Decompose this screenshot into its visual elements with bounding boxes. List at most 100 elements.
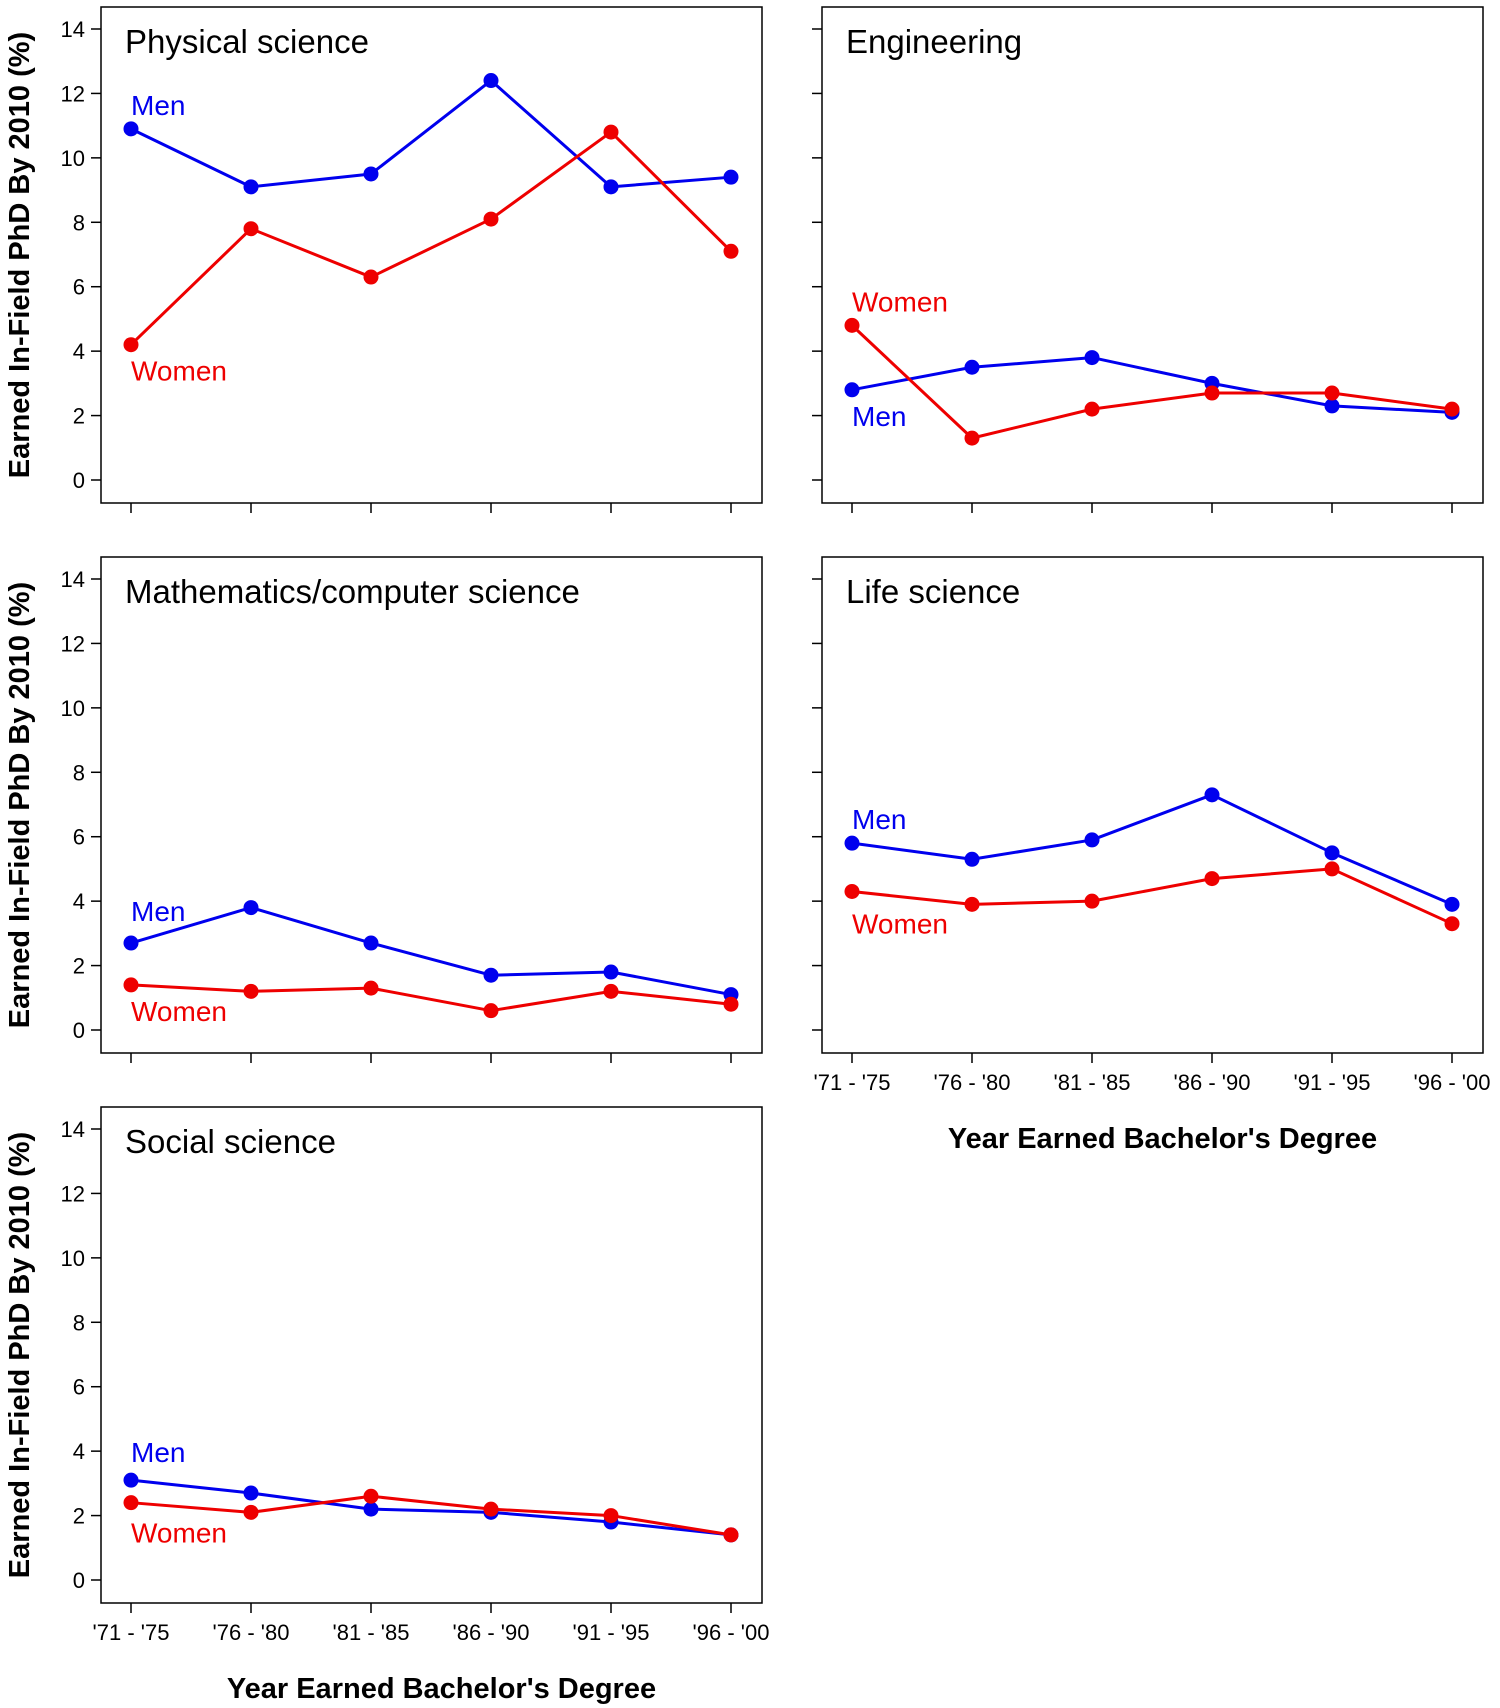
y-axis-title: Earned In-Field PhD By 2010 (%) <box>4 582 36 1028</box>
data-point-men <box>603 964 619 980</box>
plot-frame <box>100 556 763 1054</box>
series-label-women: Women <box>852 908 948 939</box>
data-point-women <box>483 211 499 227</box>
y-axis-title: Earned In-Field PhD By 2010 (%) <box>4 32 36 478</box>
data-point-women <box>723 243 739 259</box>
plot-frame <box>100 6 763 504</box>
data-point-women <box>1324 385 1340 401</box>
data-point-women <box>1204 385 1220 401</box>
y-tick-label: 12 <box>61 631 85 656</box>
y-tick-label: 14 <box>61 1117 85 1142</box>
data-point-women <box>603 124 619 140</box>
series-women: Women <box>123 977 739 1027</box>
series-label-men: Men <box>131 1437 185 1468</box>
data-point-women <box>844 317 860 333</box>
plot-frame <box>821 6 1484 504</box>
series-line-women <box>850 324 1453 440</box>
data-point-men <box>1084 832 1100 848</box>
data-point-men <box>603 179 619 195</box>
series-label-men: Men <box>852 401 906 432</box>
data-point-women <box>723 996 739 1012</box>
series-women: Women <box>123 124 739 387</box>
series-line-men <box>130 1478 732 1537</box>
data-point-men <box>123 1472 139 1488</box>
data-point-men <box>844 382 860 398</box>
data-point-women <box>964 430 980 446</box>
data-point-women <box>363 980 379 996</box>
plot-frame <box>100 1106 763 1604</box>
y-tick-label: 14 <box>61 567 85 592</box>
series-men: Men <box>123 896 739 1003</box>
data-point-men <box>483 73 499 89</box>
y-tick-label: 6 <box>73 275 85 300</box>
panel-title: Physical science <box>125 23 369 60</box>
panel-life-science: '71 - '75 '76 - '80 '81 - '85 '86 - '90 '91 … <box>812 556 1491 1155</box>
y-tick-label: 4 <box>73 889 85 914</box>
data-point-men <box>844 835 860 851</box>
data-point-women <box>123 1495 139 1511</box>
data-point-men <box>483 967 499 983</box>
data-point-women <box>363 269 379 285</box>
x-tick-label: '71 - '75 <box>814 1070 891 1095</box>
panel-physical-science: 0 2 4 6 8 10 12 14 Earned In-Field PhD By 2010 (… <box>4 6 763 513</box>
series-label-women: Women <box>131 1518 227 1549</box>
data-point-men <box>363 935 379 951</box>
y-tick-label: 2 <box>73 1504 85 1529</box>
x-tick-label: '76 - '80 <box>213 1620 290 1645</box>
data-point-women <box>1084 893 1100 909</box>
data-point-women <box>603 983 619 999</box>
x-tick-label: '81 - '85 <box>333 1620 410 1645</box>
data-point-women <box>1444 916 1460 932</box>
x-tick-label: '86 - '90 <box>1174 1070 1251 1095</box>
y-tick-label: 12 <box>61 1181 85 1206</box>
data-point-men <box>723 169 739 185</box>
series-line-men <box>130 906 732 997</box>
y-tick-label: 0 <box>73 468 85 493</box>
series-label-women: Women <box>852 286 948 317</box>
y-tick-label: 12 <box>61 81 85 106</box>
series-label-men: Men <box>131 90 185 121</box>
data-point-women <box>123 337 139 353</box>
data-point-men <box>964 359 980 375</box>
panel-title: Engineering <box>846 23 1022 60</box>
x-tick-label: '96 - '00 <box>1414 1070 1491 1095</box>
panel-engineering: Engineering Men Women <box>812 6 1484 513</box>
data-point-men <box>243 900 259 916</box>
y-tick-label: 0 <box>73 1018 85 1043</box>
data-point-men <box>1444 896 1460 912</box>
y-tick-label: 14 <box>61 17 85 42</box>
x-tick-label: '81 - '85 <box>1054 1070 1131 1095</box>
data-point-women <box>363 1488 379 1504</box>
series-line-women <box>129 130 733 346</box>
panel-mathematics-computer-science: 0 2 4 6 8 10 12 14 Earned In-Field PhD By 2010 (… <box>4 556 763 1063</box>
x-tick-label: '91 - '95 <box>1294 1070 1371 1095</box>
data-point-women <box>1324 861 1340 877</box>
plot-frame <box>821 556 1484 1054</box>
series-men: Men <box>844 350 1460 432</box>
series-men: Men <box>123 1437 739 1543</box>
y-axis-title: Earned In-Field PhD By 2010 (%) <box>4 1132 36 1578</box>
data-point-women <box>1204 871 1220 887</box>
data-point-women <box>483 1003 499 1019</box>
data-point-women <box>243 983 259 999</box>
data-point-women <box>1084 401 1100 417</box>
x-tick-label: '76 - '80 <box>934 1070 1011 1095</box>
panel-title: Social science <box>125 1123 336 1160</box>
data-point-women <box>844 883 860 899</box>
series-line-men <box>851 356 1453 414</box>
y-tick-label: 6 <box>73 825 85 850</box>
y-tick-label: 2 <box>73 954 85 979</box>
data-point-men <box>363 1501 379 1517</box>
data-point-men <box>964 851 980 867</box>
series-line-men <box>851 793 1453 906</box>
data-point-men <box>1324 398 1340 414</box>
data-point-women <box>964 896 980 912</box>
y-tick-label: 10 <box>61 146 85 171</box>
y-tick-label: 10 <box>61 1246 85 1271</box>
data-point-women <box>243 1504 259 1520</box>
panel-title: Mathematics/computer science <box>125 573 580 610</box>
data-point-men <box>1084 350 1100 366</box>
x-tick-label: '86 - '90 <box>453 1620 530 1645</box>
series-line-men <box>130 79 732 189</box>
